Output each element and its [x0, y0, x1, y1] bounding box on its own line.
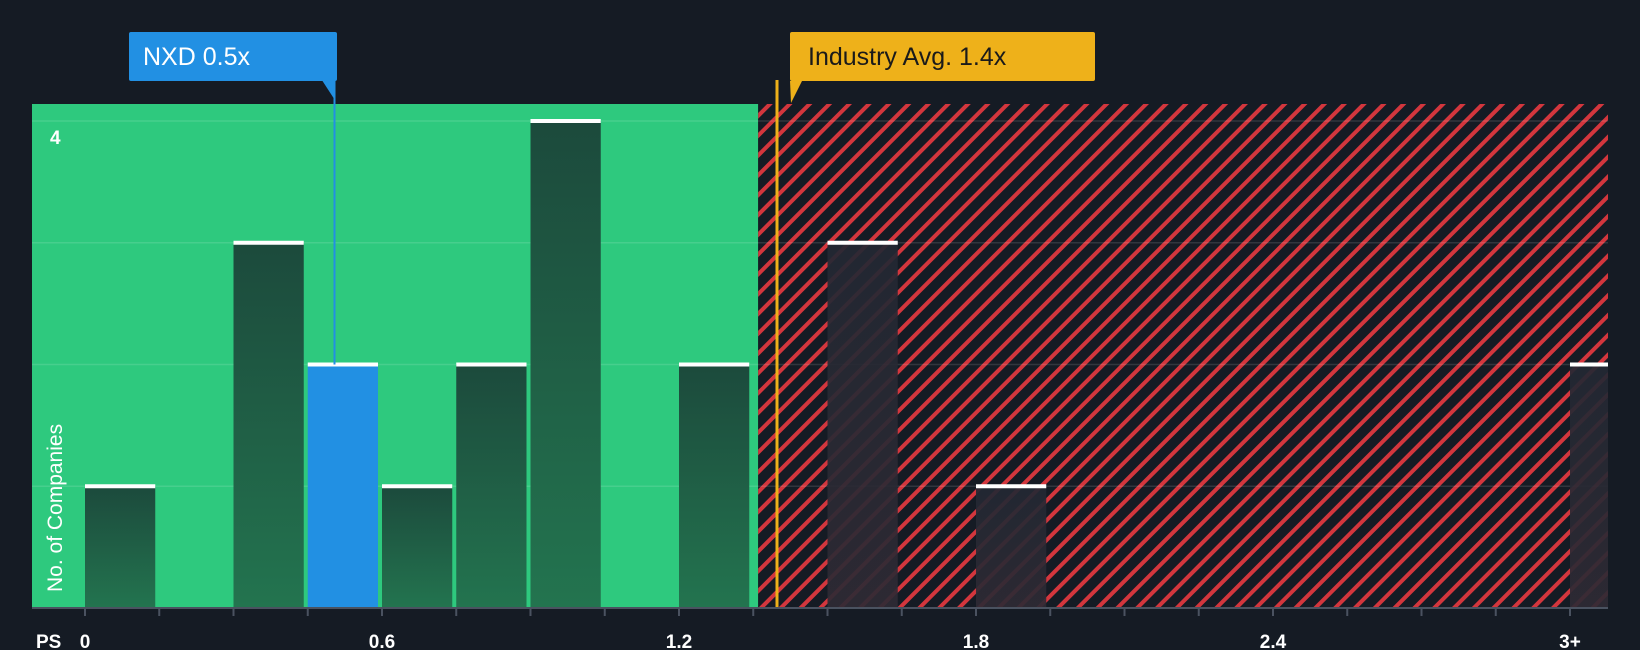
histogram-bar	[456, 364, 527, 608]
x-tick-label: 2.4	[1260, 632, 1287, 650]
industry-callout-label: Industry Avg. 1.4x	[808, 43, 1007, 71]
company-callout-label: NXD 0.5x	[143, 43, 250, 71]
histogram-bar	[382, 486, 453, 608]
x-tick-label: 1.8	[963, 632, 989, 650]
bar-cap	[976, 484, 1047, 489]
x-tick-label: 1.2	[666, 632, 692, 650]
bar-cap	[456, 362, 527, 367]
histogram-bar	[827, 242, 898, 608]
industry-callout	[790, 32, 1095, 81]
bar-cap	[382, 484, 453, 489]
x-tick-label: 0	[80, 632, 91, 650]
histogram-bar	[1570, 364, 1608, 608]
bar-cap	[530, 119, 601, 123]
y-tick-label: 4	[50, 128, 61, 149]
bar-cap	[85, 484, 156, 489]
histogram-bar	[530, 121, 601, 608]
y-axis-label: No. of Companies	[44, 424, 67, 592]
bar-cap	[827, 240, 898, 245]
histogram-bar	[679, 364, 750, 608]
bar-cap	[679, 362, 750, 367]
histogram-bar	[976, 486, 1047, 608]
x-tick-label: 3+	[1559, 632, 1581, 650]
x-axis-label: PS	[36, 632, 61, 650]
bar-cap	[1570, 362, 1608, 367]
x-tick-label: 0.6	[369, 632, 395, 650]
bar-cap	[307, 362, 378, 367]
overvalued-zone	[758, 104, 1608, 608]
histogram-bar	[233, 242, 304, 608]
histogram-bar	[85, 486, 156, 608]
company-bar	[307, 364, 378, 608]
bar-cap	[233, 240, 304, 245]
industry-callout-pointer	[790, 81, 802, 103]
company-callout-pointer	[322, 81, 336, 101]
company-callout	[129, 32, 337, 81]
